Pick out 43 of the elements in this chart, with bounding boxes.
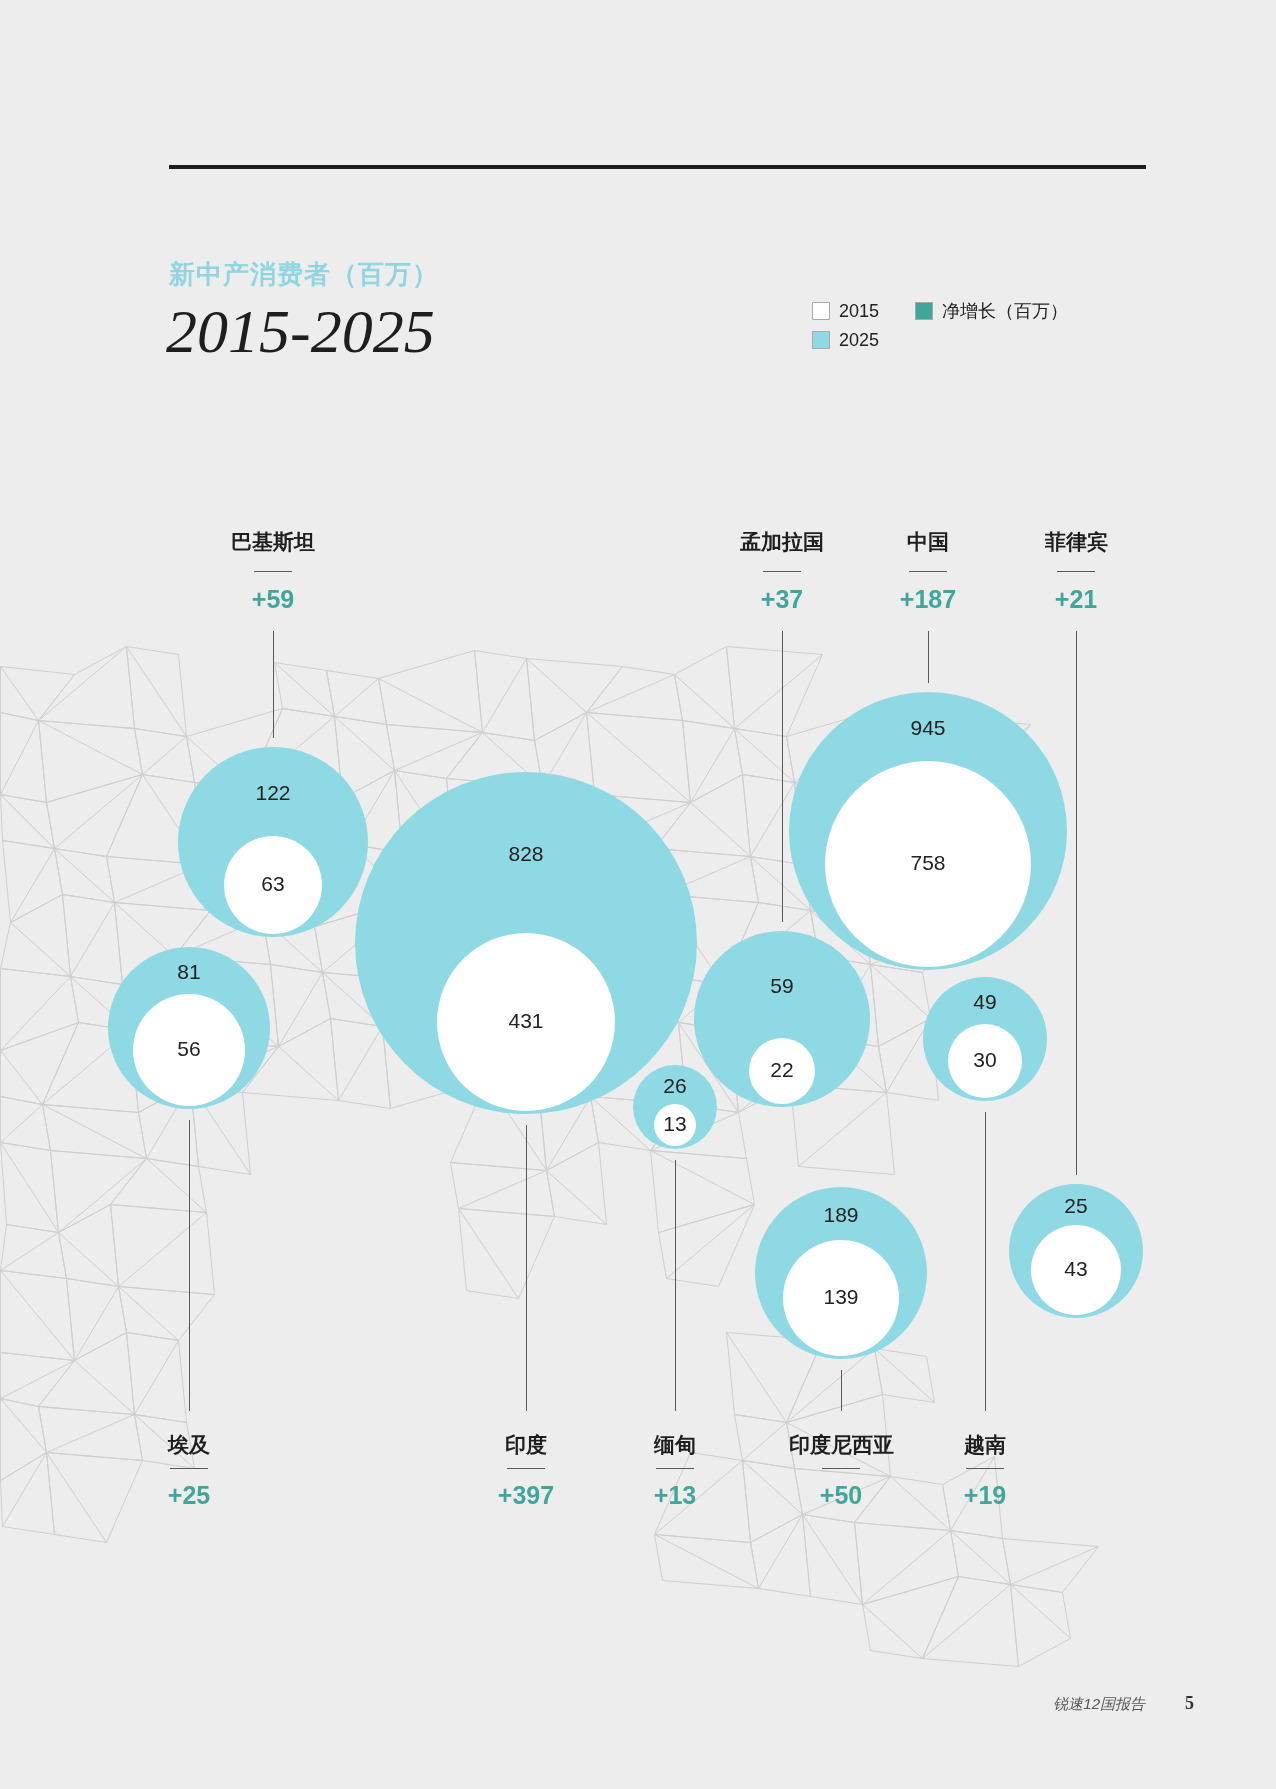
- data-label: 81: [177, 960, 201, 984]
- data-label: 139: [823, 1284, 859, 1308]
- category-label: 菲律宾: [1043, 529, 1108, 553]
- legend-label: 2025: [839, 329, 880, 350]
- data-label: 828: [508, 842, 544, 866]
- data-label: +13: [653, 1480, 697, 1509]
- legend-label: 2015: [839, 300, 880, 321]
- category-label: 缅甸: [653, 1432, 696, 1456]
- data-label: 22: [770, 1057, 794, 1081]
- data-label: +37: [760, 584, 804, 613]
- data-label: +187: [899, 584, 957, 613]
- data-label: 30: [973, 1047, 997, 1071]
- category-label: 印度: [505, 1432, 547, 1456]
- data-label: +50: [819, 1480, 863, 1509]
- text: 新中产消费者（百万）: [169, 258, 439, 291]
- data-label: +397: [497, 1480, 555, 1509]
- data-label: +19: [963, 1480, 1007, 1509]
- data-label: +25: [167, 1480, 211, 1509]
- data-label: 43: [1064, 1256, 1088, 1280]
- text: 5: [1185, 1693, 1194, 1714]
- data-label: 63: [261, 871, 285, 895]
- data-label: 56: [177, 1036, 201, 1060]
- data-label: 189: [823, 1203, 859, 1227]
- text: 2015-2025: [166, 297, 435, 365]
- data-label: 26: [663, 1074, 687, 1098]
- category-label: 中国: [907, 529, 949, 553]
- data-label: +21: [1054, 584, 1098, 613]
- data-label: +59: [251, 584, 295, 613]
- data-label: 122: [255, 781, 291, 805]
- legend-label: 净增长（百万）: [942, 300, 1068, 321]
- data-label: 431: [508, 1008, 544, 1032]
- data-label: 59: [770, 974, 794, 998]
- category-label: 越南: [963, 1432, 1006, 1456]
- data-label: 758: [910, 850, 946, 874]
- category-label: 巴基斯坦: [231, 529, 315, 553]
- data-label: 25: [1064, 1194, 1088, 1218]
- category-label: 埃及: [167, 1432, 210, 1456]
- data-label: 945: [910, 716, 946, 740]
- data-label: 49: [973, 990, 997, 1014]
- category-label: 印度尼西亚: [788, 1432, 894, 1456]
- category-label: 孟加拉国: [739, 529, 824, 553]
- text: 锐速12国报告: [1053, 1695, 1145, 1714]
- data-label: 13: [663, 1111, 687, 1135]
